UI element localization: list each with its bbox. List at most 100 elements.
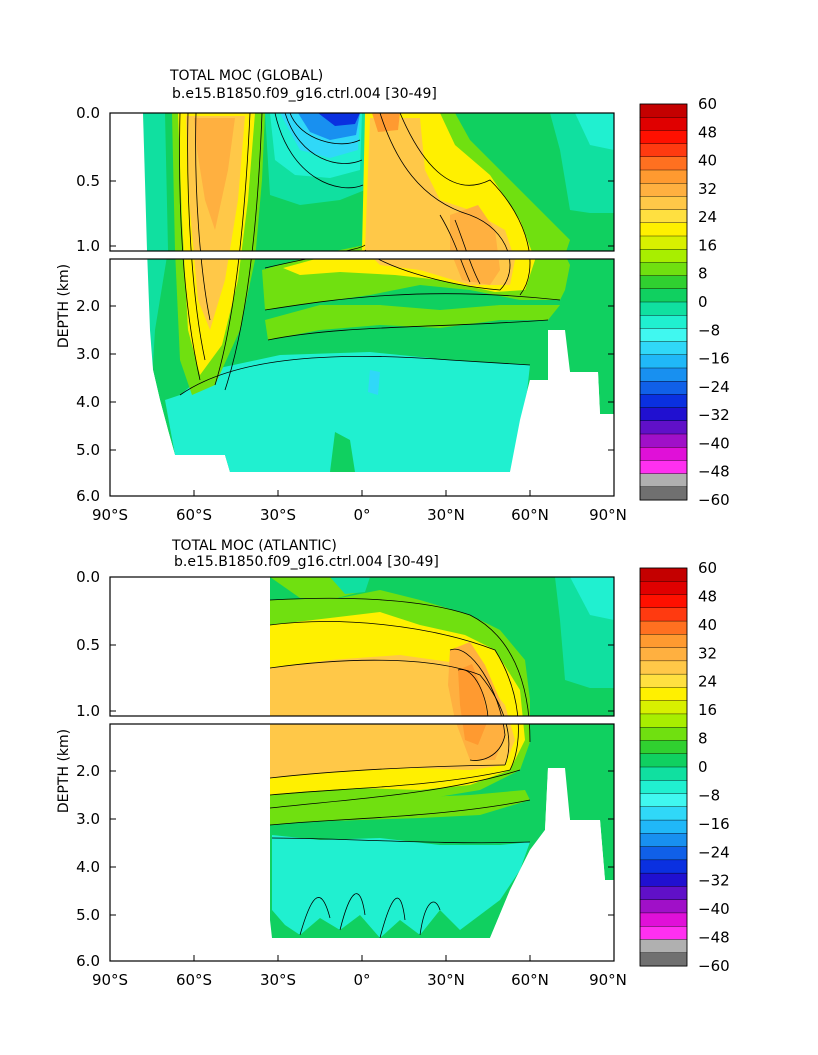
- panel-global: TOTAL MOC (GLOBAL) b.e15.B1850.f09_g16.c…: [56, 68, 627, 524]
- colorbar-global: 60 48 40 32 24 16 8 0 −8 −16 −24 −32 −40 −48 −60: [639, 95, 730, 509]
- colorbar-swatch: [639, 315, 688, 329]
- colorbar-swatch: [639, 248, 688, 263]
- colorbar-label: 48: [698, 123, 717, 141]
- colorbar-swatch: [639, 939, 688, 954]
- colorbar-swatch: [639, 473, 688, 488]
- colorbar-swatch: [639, 169, 688, 184]
- colorbar-frame: [639, 567, 688, 967]
- aabw-cell-atlantic: [272, 835, 530, 938]
- colorbar-swatch: [639, 328, 688, 343]
- x-tick-label: 30°S: [260, 971, 296, 989]
- chart-subtitle-global: b.e15.B1850.f09_g16.ctrl.004 [30-49]: [172, 86, 437, 102]
- colorbar-label: 32: [698, 644, 717, 662]
- colorbar-swatch: [639, 793, 688, 808]
- colorbar-swatch: [639, 196, 688, 211]
- colorbar-label: 24: [698, 673, 717, 691]
- x-tick-label: 60°N: [511, 971, 549, 989]
- colorbar-swatch: [639, 407, 688, 422]
- colorbar-label: 24: [698, 208, 717, 226]
- colorbar-swatch: [639, 367, 688, 382]
- colorbar-swatch: [639, 486, 688, 501]
- y-tick-label: 0.0: [76, 568, 100, 586]
- y-ticks-global: [110, 112, 614, 451]
- colorbar-swatch: [639, 288, 688, 303]
- colorbar-label: 8: [698, 265, 708, 283]
- colorbar-swatch: [639, 766, 688, 781]
- bottom-mask-global: [110, 330, 614, 496]
- colorbar-label: −8: [698, 321, 720, 339]
- colorbar-swatch: [639, 394, 688, 409]
- colorbar-label: −40: [698, 434, 730, 452]
- colorbar-swatch: [639, 806, 688, 821]
- colorbar-label: −48: [698, 929, 730, 947]
- y-tick-label: 1.0: [76, 237, 100, 255]
- colorbar-swatch: [639, 912, 688, 927]
- colorbar-frame: [639, 103, 688, 501]
- colorbar-swatch: [639, 143, 688, 158]
- colorbar-swatch: [639, 156, 688, 171]
- colorbar-swatch: [639, 607, 688, 622]
- x-tick-labels-global: 90°S 60°S 30°S 0° 30°N 60°N 90°N: [92, 506, 627, 524]
- chart-title-atlantic: TOTAL MOC (ATLANTIC): [171, 538, 337, 554]
- deep-band-atlantic: [270, 790, 530, 825]
- abyssal-cell-global: [165, 352, 530, 472]
- colorbar-swatch: [639, 846, 688, 861]
- colorbar-swatch: [639, 420, 688, 435]
- x-tick-label: 90°S: [92, 971, 128, 989]
- y-tick-label: 3.0: [76, 345, 100, 363]
- colorbar-swatch: [639, 634, 688, 649]
- x-tick-label: 60°S: [176, 971, 212, 989]
- y-tick-label: 2.0: [76, 762, 100, 780]
- colorbar-label: 0: [698, 758, 708, 776]
- colorbar-swatch: [639, 354, 688, 369]
- y-tick-label: 2.0: [76, 297, 100, 315]
- colorbar-swatch: [639, 926, 688, 940]
- colorbar-label: 40: [698, 616, 717, 634]
- colorbar-swatch: [639, 130, 688, 145]
- bottom-mask-atlantic: [270, 768, 614, 961]
- y-tick-labels-atlantic: 0.0 0.5 1.0 2.0 3.0 4.0 5.0 6.0: [76, 568, 100, 970]
- land-mask-global: [110, 113, 175, 472]
- colorbar-swatch: [639, 433, 688, 448]
- colorbar-label: 40: [698, 152, 717, 170]
- x-tick-label: 60°S: [176, 506, 212, 524]
- colorbar-label: −60: [698, 957, 730, 975]
- deep-band-1: [265, 305, 560, 340]
- colorbar-swatch: [639, 103, 688, 118]
- colorbar-swatch: [639, 872, 688, 887]
- colorbar-swatch: [639, 700, 688, 715]
- tropical-north-core: [372, 113, 400, 132]
- colorbar-swatch: [639, 952, 688, 967]
- x-tick-label: 90°N: [589, 506, 627, 524]
- colorbar-label: 16: [698, 701, 717, 719]
- x-tick-label: 0°: [353, 506, 370, 524]
- colorbar-swatch: [639, 713, 688, 728]
- colorbar-swatch: [639, 647, 688, 662]
- y-ticks-atlantic: [110, 576, 614, 916]
- x-tick-label: 60°N: [511, 506, 549, 524]
- colorbar-swatch: [639, 235, 688, 250]
- colorbar-swatch: [639, 262, 688, 277]
- colorbar-swatch: [639, 673, 688, 688]
- colorbar-label: 8: [698, 730, 708, 748]
- x-ticks-atlantic: [109, 955, 615, 961]
- y-tick-label: 0.5: [76, 636, 100, 654]
- plot-frame-upper-atlantic: [109, 576, 615, 717]
- colorbar-swatch: [639, 567, 688, 582]
- contour-lines-global: [179, 113, 561, 396]
- colorbar-swatch: [639, 381, 688, 395]
- colorbar-swatch: [639, 182, 688, 197]
- colorbar-swatch: [639, 581, 688, 596]
- y-axis-label-global: DEPTH (km): [56, 264, 72, 348]
- colorbar-swatch: [639, 886, 688, 901]
- colorbar-label: 32: [698, 180, 717, 198]
- colorbar-swatch: [639, 660, 688, 675]
- x-tick-label: 30°N: [427, 971, 465, 989]
- colorbar-label: 48: [698, 587, 717, 605]
- colorbar-label: −24: [698, 378, 730, 396]
- colorbar-swatch: [639, 447, 688, 461]
- nh-surface-atlantic-2: [570, 577, 614, 620]
- colorbar-label: 16: [698, 236, 717, 254]
- colorbar-label: −48: [698, 463, 730, 481]
- colorbar-swatch: [639, 740, 688, 755]
